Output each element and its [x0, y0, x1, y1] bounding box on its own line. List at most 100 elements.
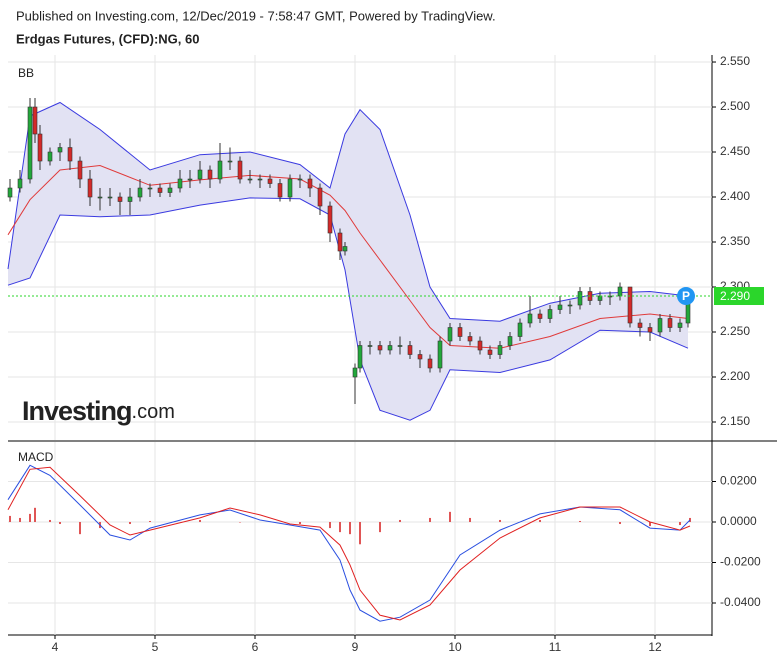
candle-body — [17, 178, 23, 189]
candle-body — [157, 187, 163, 193]
candle-body — [387, 345, 393, 351]
candle-body — [97, 196, 103, 199]
candle-body — [57, 147, 63, 153]
candle-body — [197, 169, 203, 180]
candle-body — [247, 178, 253, 181]
candle-body — [127, 196, 133, 202]
histogram-bar — [199, 519, 201, 522]
y-tick-label: -0.0400 — [720, 595, 761, 609]
band-middle — [7, 164, 689, 349]
x-tick-label: 9 — [352, 640, 359, 654]
candle-body — [117, 196, 123, 202]
candle-body — [37, 133, 43, 162]
x-tick-label: 4 — [52, 640, 59, 654]
candle-body — [217, 160, 223, 180]
macd-line — [7, 466, 691, 621]
logo: Investing.com — [22, 396, 175, 426]
candle-body — [637, 322, 643, 328]
histogram-bar — [29, 513, 31, 522]
y-tick-label: 2.200 — [720, 369, 750, 383]
y-tick-label: 2.550 — [720, 54, 750, 68]
candle-body — [477, 340, 483, 351]
last-price-label: 2.290 — [720, 289, 750, 303]
candle-body — [507, 336, 513, 346]
histogram-bar — [329, 521, 331, 529]
marker-label: P — [682, 289, 690, 303]
histogram-bar — [9, 515, 11, 522]
marker-dot — [677, 287, 695, 306]
y-tick-label: 2.150 — [720, 414, 750, 428]
histogram-bar — [579, 520, 581, 522]
candle-body — [447, 327, 453, 342]
candle-body — [87, 178, 93, 198]
histogram-bar — [19, 517, 21, 522]
histogram-bar — [49, 519, 51, 522]
candle-body — [367, 345, 373, 347]
candle-body — [337, 232, 343, 252]
candle-body — [287, 178, 293, 198]
candle-body — [517, 322, 523, 337]
histogram-bar — [689, 517, 691, 522]
x-tick-label: 5 — [152, 640, 159, 654]
candle-body — [67, 147, 73, 162]
candle-body — [297, 178, 303, 181]
candle-body — [467, 336, 473, 342]
y-tick-label: 0.0200 — [720, 474, 757, 488]
histogram-bar — [239, 521, 241, 523]
candle-body — [567, 304, 573, 307]
histogram-bar — [129, 521, 131, 525]
x-tick-label: 12 — [648, 640, 662, 654]
histogram-bar — [149, 520, 151, 522]
candle-body — [397, 345, 403, 347]
histogram-bar — [379, 521, 381, 533]
histogram-bar — [649, 521, 651, 527]
candle-body — [27, 106, 33, 180]
candle-body — [177, 178, 183, 189]
candle-body — [147, 187, 153, 190]
band-upper — [7, 101, 689, 322]
histogram-bar — [539, 519, 541, 522]
histogram-bar — [349, 521, 351, 535]
candle-body — [527, 313, 533, 324]
histogram-bar — [429, 517, 431, 522]
candle-body — [352, 367, 358, 378]
y-tick-label: 2.250 — [720, 324, 750, 338]
candle-body — [47, 151, 53, 162]
chart-title: Erdgas Futures, (CFD):NG, 60 — [16, 31, 199, 46]
histogram-bar — [399, 519, 401, 522]
histogram-bar — [299, 521, 301, 525]
candle-body — [657, 318, 663, 333]
candle-body — [427, 358, 433, 369]
histogram-bar — [619, 521, 621, 525]
y-tick-label: 2.450 — [720, 144, 750, 158]
histogram-bar — [469, 517, 471, 522]
candle-body — [497, 345, 503, 355]
candle-body — [457, 327, 463, 337]
band-lower — [7, 197, 689, 421]
candle-body — [667, 318, 673, 328]
candle-body — [207, 169, 213, 180]
candle-body — [557, 304, 563, 310]
candle-body — [537, 313, 543, 319]
logo-suffix: .com — [132, 401, 175, 423]
candle-body — [617, 286, 623, 297]
logo-brand: Investing — [22, 396, 132, 426]
candle-body — [677, 322, 683, 328]
candle-body — [167, 187, 173, 193]
candle-body — [7, 187, 13, 198]
histogram-bar — [359, 521, 361, 545]
candle-body — [307, 178, 313, 189]
candle-body — [227, 160, 233, 163]
candle-body — [627, 286, 633, 324]
candle-body — [107, 196, 113, 199]
candle-body — [277, 183, 283, 198]
histogram-bar — [339, 521, 341, 533]
candle-body — [327, 205, 333, 234]
macd-line — [7, 464, 691, 622]
candle-body — [487, 349, 493, 355]
candle-body — [417, 354, 423, 360]
candle-body — [577, 291, 583, 306]
x-tick-label: 11 — [549, 640, 562, 654]
header: Published on Investing.com, 12/Dec/2019 … — [16, 8, 496, 23]
